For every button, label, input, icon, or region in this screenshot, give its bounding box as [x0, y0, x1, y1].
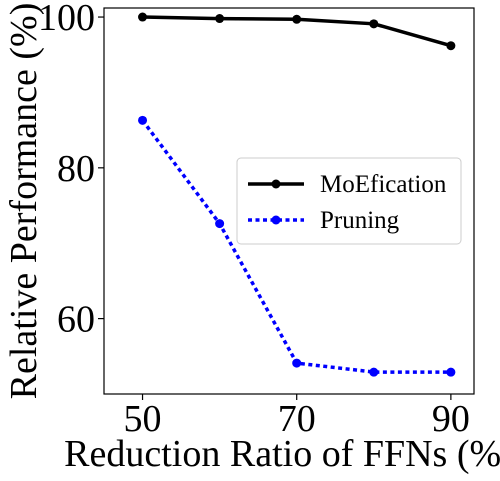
moefication-point — [446, 41, 456, 51]
legend-label-pruning: Pruning — [320, 207, 400, 234]
y-axis-label: Relative Performance (%) — [3, 3, 45, 400]
legend-marker-moefication — [271, 179, 281, 189]
legend-marker-pruning — [271, 215, 281, 225]
legend-label-moefication: MoEfication — [320, 171, 447, 198]
pruning-point — [292, 358, 302, 368]
ticks-layer: 50 70 90 60 80 100 — [38, 0, 470, 440]
moefication-point — [215, 14, 225, 24]
moefication-point — [138, 12, 148, 22]
legend-entries: MoEfication Pruning — [248, 171, 447, 234]
y-tick-label: 60 — [57, 299, 95, 341]
pruning-point — [369, 367, 379, 377]
plot-frame — [103, 7, 475, 395]
legend-box — [236, 157, 462, 245]
x-tick-label: 50 — [124, 398, 162, 440]
moefication-point — [292, 14, 302, 24]
y-tick-label: 80 — [57, 148, 95, 190]
series-layer — [138, 12, 456, 377]
pruning-point — [215, 219, 225, 229]
x-tick-label: 70 — [278, 398, 316, 440]
pruning-point — [446, 367, 456, 377]
legend: MoEfication Pruning — [236, 157, 462, 245]
x-tick-label: 90 — [432, 398, 470, 440]
y-tick-label: 100 — [38, 0, 95, 39]
moefication-point — [369, 19, 379, 29]
x-axis-label: Reduction Ratio of FFNs (%) — [64, 433, 500, 475]
pruning-point — [138, 115, 148, 125]
